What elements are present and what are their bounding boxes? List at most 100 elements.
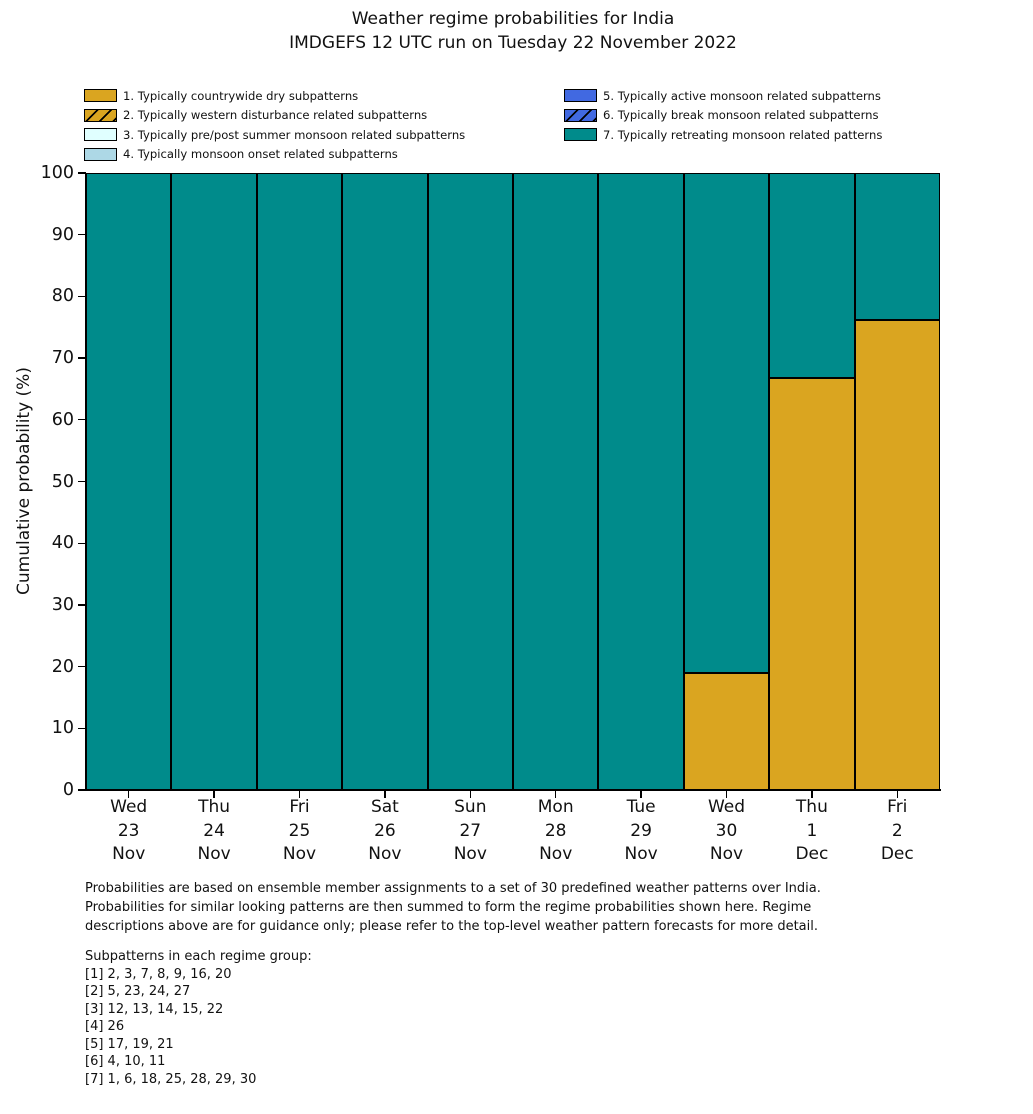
x-tick-label-line: Wed: [110, 797, 148, 817]
stacked-bar: [342, 173, 428, 790]
stacked-bar: [854, 173, 940, 790]
legend-label: 2. Typically western disturbance related…: [123, 108, 428, 123]
x-tick-label-line: Thu: [795, 797, 828, 817]
legend-column-left: 1. Typically countrywide dry subpatterns…: [84, 86, 465, 164]
legend-swatch: [84, 108, 117, 122]
x-tick-label: Thu 24 Nov: [164, 796, 264, 867]
legend-column-right: 5. Typically active monsoon related subp…: [564, 86, 882, 145]
y-tick-label: 0: [62, 780, 74, 800]
x-tick-label-line: Nov: [368, 844, 402, 864]
y-tick-label: 80: [51, 286, 74, 307]
x-tick-label-line: Nov: [539, 844, 573, 864]
legend-label: 6. Typically break monsoon related subpa…: [603, 108, 879, 123]
x-tick-label-line: 27: [459, 820, 482, 841]
stacked-bar: [598, 173, 684, 790]
x-tick-label-line: Mon: [537, 797, 574, 817]
y-tick-mark: [78, 357, 85, 359]
bar-segment: [513, 173, 599, 790]
x-tick-mark: [128, 791, 130, 798]
x-tick-label-line: Nov: [709, 844, 744, 864]
legend-swatch: [84, 128, 117, 142]
legend-label: 5. Typically active monsoon related subp…: [603, 88, 881, 103]
x-tick-label: Tue 29 Nov: [591, 796, 691, 867]
y-tick-label: 40: [51, 533, 74, 554]
x-tick-label-line: Tue: [626, 797, 656, 817]
x-tick-label-line: Nov: [624, 844, 658, 864]
y-tick-mark: [78, 604, 85, 606]
x-tick-label-line: Fri: [887, 797, 908, 817]
y-tick-mark: [78, 480, 85, 483]
legend-item: 6. Typically break monsoon related subpa…: [564, 106, 882, 126]
legend-item: 5. Typically active monsoon related subp…: [564, 86, 882, 106]
subpattern-group-line: [4] 26: [85, 1019, 125, 1034]
chart-title-line2: IMDGEFS 12 UTC run on Tuesday 22 Novembe…: [289, 33, 737, 53]
x-tick-mark: [640, 791, 642, 798]
footer-description-line: descriptions above are for guidance only…: [85, 919, 818, 934]
y-tick-label: 70: [51, 348, 74, 369]
subpatterns-list: Subpatterns in each regime group: [1] 2,…: [85, 948, 312, 1088]
legend-label: 1. Typically countrywide dry subpatterns: [123, 88, 359, 103]
x-tick-label-line: Thu: [198, 797, 231, 817]
x-tick-label-line: Fri: [289, 797, 310, 817]
x-tick-label-line: 30: [715, 820, 738, 841]
legend-item: 3. Typically pre/post summer monsoon rel…: [84, 125, 465, 145]
legend-label: 3. Typically pre/post summer monsoon rel…: [123, 127, 466, 142]
x-tick-label: Fri 2 Dec: [847, 796, 947, 867]
legend-swatch: [564, 108, 597, 122]
x-tick-label-line: 25: [288, 820, 311, 841]
stacked-bar: [256, 173, 343, 790]
y-tick-label: 30: [51, 594, 74, 615]
x-tick-label: Wed 30 Nov: [677, 796, 777, 867]
stacked-bar: [683, 173, 770, 790]
y-tick-label: 100: [40, 163, 74, 183]
x-tick-label-line: Dec: [880, 844, 914, 864]
subpattern-group-line: [5] 17, 19, 21: [85, 1036, 174, 1052]
x-tick-label-line: 28: [544, 820, 567, 841]
x-tick-label-line: Sat: [370, 797, 399, 817]
x-tick-label-line: 24: [203, 820, 225, 841]
y-tick-label: 90: [51, 224, 74, 245]
x-tick-mark: [384, 791, 386, 798]
x-tick-mark: [555, 791, 557, 798]
y-tick-label: 20: [51, 656, 74, 677]
subpatterns-header: Subpatterns in each regime group:: [85, 949, 312, 964]
y-tick-mark: [78, 542, 85, 544]
bar-segment: [427, 173, 513, 790]
x-axis-spine: [84, 789, 941, 791]
bar-segment: [342, 173, 428, 790]
x-tick-label: Fri 25 Nov: [250, 796, 350, 867]
legend-item: 2. Typically western disturbance related…: [84, 106, 465, 126]
chart-title: Weather regime probabilities for India I…: [0, 7, 1026, 55]
plot-area: [86, 173, 940, 790]
y-tick-mark: [78, 665, 85, 668]
y-tick-label: 10: [51, 718, 74, 739]
stacked-bar: [513, 173, 599, 790]
x-tick-mark: [896, 791, 898, 798]
legend-swatch: [564, 128, 597, 142]
legend-item: 1. Typically countrywide dry subpatterns: [84, 86, 465, 106]
x-tick-label-line: Nov: [453, 844, 487, 864]
x-tick-label-line: 23: [117, 820, 140, 841]
footer-description-line: Probabilities are based on ensemble memb…: [85, 881, 821, 896]
bar-segment: [769, 378, 855, 790]
stacked-bar: [171, 173, 257, 790]
y-tick-label: 60: [51, 409, 74, 430]
subpattern-group-line: [1] 2, 3, 7, 8, 9, 16, 20: [85, 966, 232, 982]
x-tick-label-line: Dec: [795, 844, 829, 864]
x-tick-label: Thu 1 Dec: [762, 796, 862, 867]
bar-segment: [86, 173, 172, 790]
x-tick-mark: [811, 791, 813, 798]
subpattern-group-line: [6] 4, 10, 11: [85, 1054, 166, 1069]
x-tick-label: Sat 26 Nov: [335, 796, 435, 867]
x-tick-mark: [298, 791, 301, 798]
x-tick-label-line: 29: [630, 820, 652, 841]
stacked-bar: [86, 173, 172, 790]
y-tick-mark: [78, 789, 85, 791]
bar-segment: [854, 319, 940, 790]
bar-segment: [854, 173, 940, 320]
footer-description: Probabilities are based on ensemble memb…: [85, 879, 821, 936]
x-tick-label: Wed 23 Nov: [79, 796, 179, 867]
x-tick-label-line: 2: [891, 820, 903, 841]
legend-label: 4. Typically monsoon onset related subpa…: [123, 147, 398, 162]
